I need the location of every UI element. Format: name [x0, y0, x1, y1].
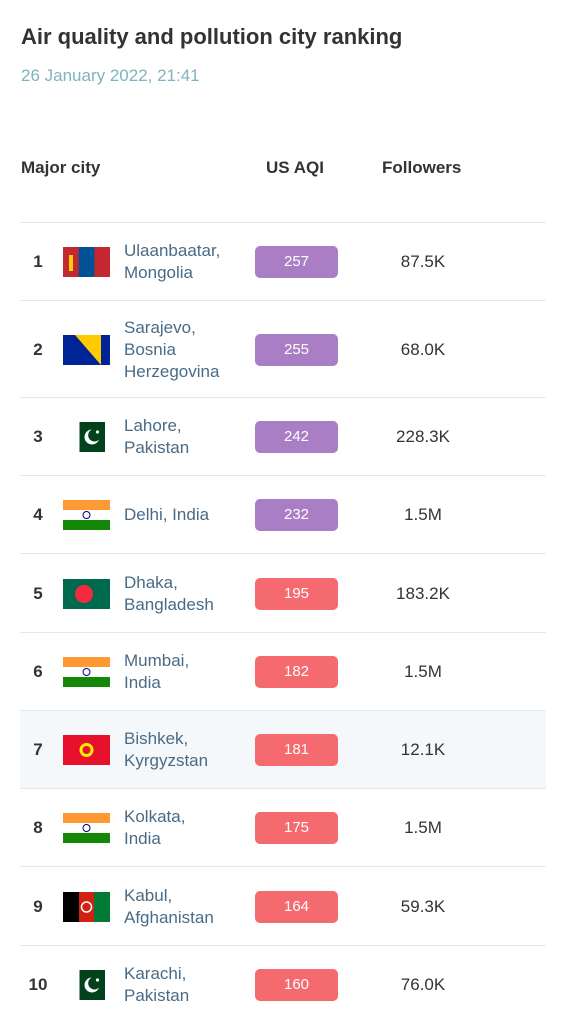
flag [63, 334, 110, 365]
city-name[interactable]: Kolkata, India [124, 806, 185, 850]
table-row[interactable]: 3 Lahore, Pakistan 242 228.3K [20, 397, 546, 476]
city-name[interactable]: Ulaanbaatar, Mongolia [124, 240, 220, 284]
city-name[interactable]: Mumbai, India [124, 650, 189, 694]
aqi-badge: 160 [255, 969, 338, 1001]
aqi-badge: 164 [255, 890, 338, 923]
city-line: Kabul, [124, 885, 173, 905]
followers: 1.5M [404, 505, 442, 524]
followers: 68.0K [400, 339, 446, 359]
followers: 87.5K [400, 252, 446, 271]
city-name[interactable]: Lahore, Pakistan [124, 415, 189, 459]
city-line: Delhi, India [124, 505, 210, 524]
flag [71, 422, 105, 452]
city-name[interactable]: Bishkek, Kyrgyzstan [124, 728, 208, 772]
date: 26 January 2022, 21:41 [21, 66, 200, 85]
aqi-badge: 181 [255, 734, 338, 766]
rank: 7 [33, 740, 43, 759]
city-line: Lahore, [124, 416, 182, 435]
flag [63, 891, 110, 922]
city-line: Pakistan [124, 438, 190, 457]
city-line: India [124, 673, 161, 692]
city-line: Afghanistan [124, 907, 214, 927]
city-name[interactable]: Delhi, India [124, 504, 209, 526]
flag [63, 735, 110, 765]
aqi-badge: 232 [255, 499, 338, 531]
rank: 1 [33, 252, 43, 271]
flag [71, 970, 105, 1000]
city-name[interactable]: Sarajevo, Bosnia Herzegovina [124, 317, 219, 383]
city-name[interactable]: Karachi, Pakistan [124, 963, 189, 1007]
table-row[interactable]: 1 Ulaanbaatar, Mongolia 257 87.5K [20, 222, 546, 301]
city-line: Pakistan [124, 986, 190, 1005]
table-row[interactable]: 2 Sarajevo, Bosnia Herzegovina 255 68.0K [20, 300, 546, 398]
flag [63, 657, 110, 687]
followers: 76.0K [400, 975, 446, 994]
flag [63, 500, 110, 530]
table-row[interactable]: 6 Mumbai, India 182 1.5M [20, 632, 546, 711]
followers: 183.2K [396, 583, 450, 603]
rank: 3 [33, 427, 43, 446]
aqi-badge: 195 [255, 577, 338, 610]
followers: 1.5M [404, 818, 442, 837]
followers: 59.3K [400, 896, 446, 916]
city-line: Dhaka, [124, 572, 178, 592]
column-header: Followers [382, 158, 462, 177]
followers: 1.5M [404, 662, 442, 681]
table-row[interactable]: 9 Kabul, Afghanistan 164 59.3K [20, 866, 546, 946]
table-row[interactable]: 5 Dhaka, Bangladesh 195 183.2K [20, 553, 546, 633]
flag [63, 247, 110, 277]
city-line: Herzegovina [124, 361, 220, 381]
flag [63, 578, 110, 609]
city-line: Bangladesh [124, 594, 214, 614]
city-line: Sarajevo, [124, 317, 196, 337]
rank: 10 [28, 975, 48, 994]
aqi-badge: 182 [255, 656, 338, 688]
followers: 12.1K [400, 740, 446, 759]
city-name[interactable]: Dhaka, Bangladesh [124, 572, 214, 616]
followers: 228.3K [396, 427, 450, 446]
table-row[interactable]: 8 Kolkata, India 175 1.5M [20, 788, 546, 867]
city-line: Bosnia [124, 339, 176, 359]
city-line: Bishkek, [124, 729, 189, 748]
aqi-badge: 257 [255, 246, 338, 278]
aqi-badge: 242 [255, 421, 338, 453]
rank: 2 [33, 339, 43, 359]
table-row[interactable]: 10 Karachi, Pakistan 160 76.0K [20, 945, 546, 1024]
city-line: India [124, 829, 161, 848]
table-row[interactable]: 7 Bishkek, Kyrgyzstan 181 12.1K [20, 710, 546, 789]
aqi-badge: 255 [255, 333, 338, 366]
rank: 6 [33, 662, 43, 681]
table-row[interactable]: 4 Delhi, India 232 1.5M [20, 475, 546, 554]
city-line: Kolkata, [124, 807, 186, 826]
rank: 4 [33, 505, 43, 524]
flag [63, 813, 110, 843]
column-header: Major city [21, 158, 101, 177]
rank: 5 [33, 583, 43, 603]
aqi-badge: 175 [255, 812, 338, 844]
city-line: Mongolia [124, 263, 193, 282]
city-line: Karachi, [124, 964, 187, 983]
city-name[interactable]: Kabul, Afghanistan [124, 885, 214, 929]
rank: 8 [33, 818, 43, 837]
column-header: US AQI [266, 158, 324, 177]
city-line: Kyrgyzstan [124, 751, 209, 770]
city-line: Mumbai, [124, 651, 190, 670]
city-line: Ulaanbaatar, [124, 241, 221, 260]
rank: 9 [33, 896, 43, 916]
title: Air quality and pollution city ranking [21, 24, 403, 49]
